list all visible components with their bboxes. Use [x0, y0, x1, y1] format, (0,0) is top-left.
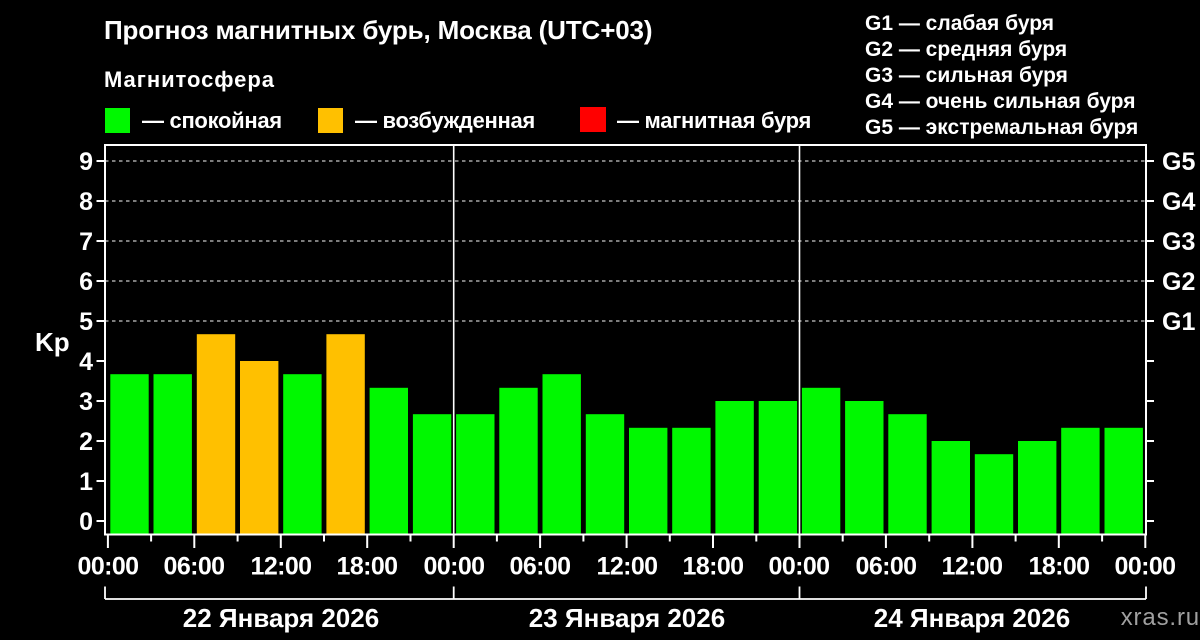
svg-text:06:00: 06:00 [164, 553, 225, 581]
svg-text:06:00: 06:00 [856, 553, 917, 581]
svg-text:G1: G1 [1162, 308, 1195, 336]
svg-text:G5: G5 [1162, 148, 1195, 176]
svg-text:G4: G4 [1162, 188, 1195, 216]
svg-text:Магнитосфера: Магнитосфера [104, 67, 275, 92]
svg-text:12:00: 12:00 [251, 553, 312, 581]
svg-text:00:00: 00:00 [424, 553, 485, 581]
svg-text:8: 8 [79, 188, 93, 216]
svg-text:23 Января 2026: 23 Января 2026 [529, 603, 725, 633]
svg-text:G3: G3 [1162, 228, 1195, 256]
svg-text:0: 0 [79, 508, 93, 536]
svg-text:22 Января 2026: 22 Января 2026 [183, 603, 379, 633]
svg-text:— магнитная буря: — магнитная буря [617, 108, 811, 133]
svg-text:3: 3 [79, 388, 93, 416]
svg-text:1: 1 [79, 468, 93, 496]
svg-text:5: 5 [79, 308, 93, 336]
svg-text:G2 — средняя буря: G2 — средняя буря [865, 38, 1067, 61]
svg-text:4: 4 [79, 348, 93, 376]
svg-text:18:00: 18:00 [1029, 553, 1090, 581]
svg-text:24 Января 2026: 24 Января 2026 [874, 603, 1070, 633]
svg-text:xras.ru: xras.ru [1121, 604, 1200, 631]
svg-text:9: 9 [79, 148, 93, 176]
svg-text:2: 2 [79, 428, 93, 456]
svg-text:G5 — экстремальная буря: G5 — экстремальная буря [865, 116, 1138, 139]
svg-text:— спокойная: — спокойная [142, 108, 282, 133]
svg-text:— возбужденная: — возбужденная [355, 108, 535, 133]
svg-text:00:00: 00:00 [78, 553, 139, 581]
svg-text:Прогноз магнитных бурь, Москва: Прогноз магнитных бурь, Москва (UTC+03) [104, 15, 652, 45]
svg-text:00:00: 00:00 [769, 553, 830, 581]
svg-text:G4 — очень сильная буря: G4 — очень сильная буря [865, 90, 1135, 113]
svg-text:12:00: 12:00 [942, 553, 1003, 581]
svg-text:18:00: 18:00 [683, 553, 744, 581]
svg-text:G1 — слабая буря: G1 — слабая буря [865, 12, 1054, 35]
svg-text:Kp: Kp [35, 327, 70, 357]
svg-text:18:00: 18:00 [337, 553, 398, 581]
svg-text:7: 7 [79, 228, 93, 256]
svg-text:00:00: 00:00 [1115, 553, 1176, 581]
svg-text:06:00: 06:00 [510, 553, 571, 581]
svg-text:6: 6 [79, 268, 93, 296]
svg-text:G3 — сильная буря: G3 — сильная буря [865, 64, 1068, 87]
svg-text:G2: G2 [1162, 268, 1195, 296]
svg-text:12:00: 12:00 [597, 553, 658, 581]
